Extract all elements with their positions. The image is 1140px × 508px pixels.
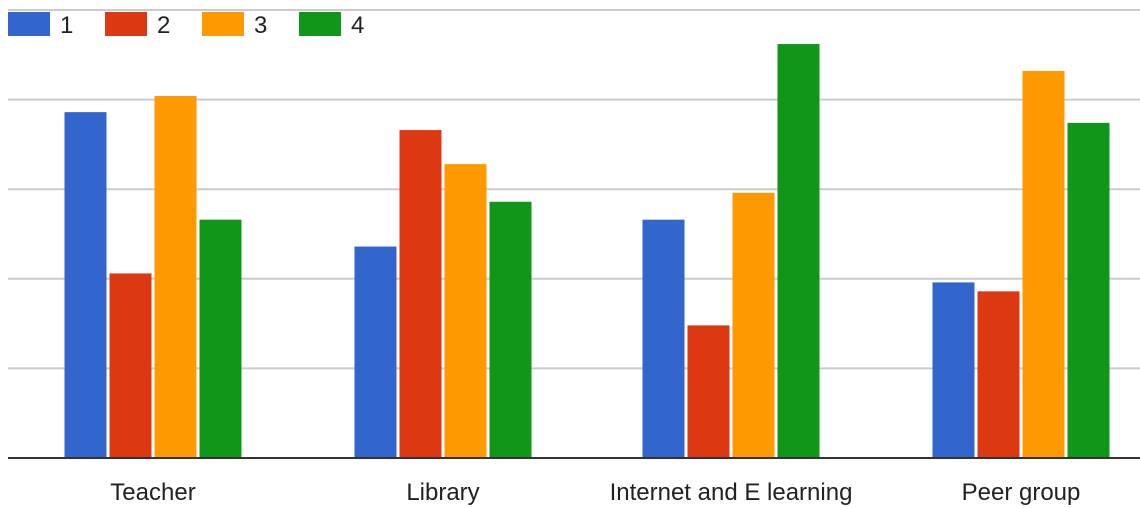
- bar-peer-group-series-2: [977, 291, 1020, 458]
- bar-peer-group-series-3: [1022, 70, 1065, 458]
- x-tick-label: Peer group: [962, 479, 1081, 506]
- legend-swatch-3: [202, 12, 244, 36]
- bars: [64, 44, 1110, 459]
- bar-teacher-series-4: [199, 219, 242, 458]
- legend-label-2: 2: [157, 12, 170, 39]
- legend-label-1: 1: [60, 12, 73, 39]
- bar-peer-group-series-1: [932, 282, 975, 458]
- x-tick-label: Teacher: [110, 479, 195, 506]
- bar-peer-group-series-4: [1067, 122, 1110, 459]
- legend-label-4: 4: [351, 12, 364, 39]
- bar-library-series-2: [399, 130, 442, 458]
- legend-swatch-2: [105, 12, 147, 36]
- legend: 1 2 3 4: [8, 12, 364, 39]
- bar-internet-and-e-learning-series-1: [642, 219, 685, 458]
- bar-library-series-1: [354, 246, 397, 458]
- bar-library-series-3: [444, 164, 487, 458]
- bar-library-series-4: [489, 201, 532, 458]
- legend-label-3: 3: [254, 12, 267, 39]
- bar-teacher-series-2: [109, 273, 152, 458]
- bar-internet-and-e-learning-series-2: [687, 325, 730, 458]
- bar-internet-and-e-learning-series-3: [732, 192, 775, 458]
- bar-teacher-series-1: [64, 112, 107, 459]
- x-tick-label: Library: [406, 479, 479, 506]
- legend-swatch-1: [8, 12, 50, 36]
- legend-swatch-4: [299, 12, 341, 36]
- x-tick-label: Internet and E learning: [610, 479, 853, 506]
- bar-teacher-series-3: [154, 96, 197, 459]
- bar-internet-and-e-learning-series-4: [777, 44, 820, 458]
- x-tick-labels: Teacher Library Internet and E learning Pee…: [110, 479, 1080, 506]
